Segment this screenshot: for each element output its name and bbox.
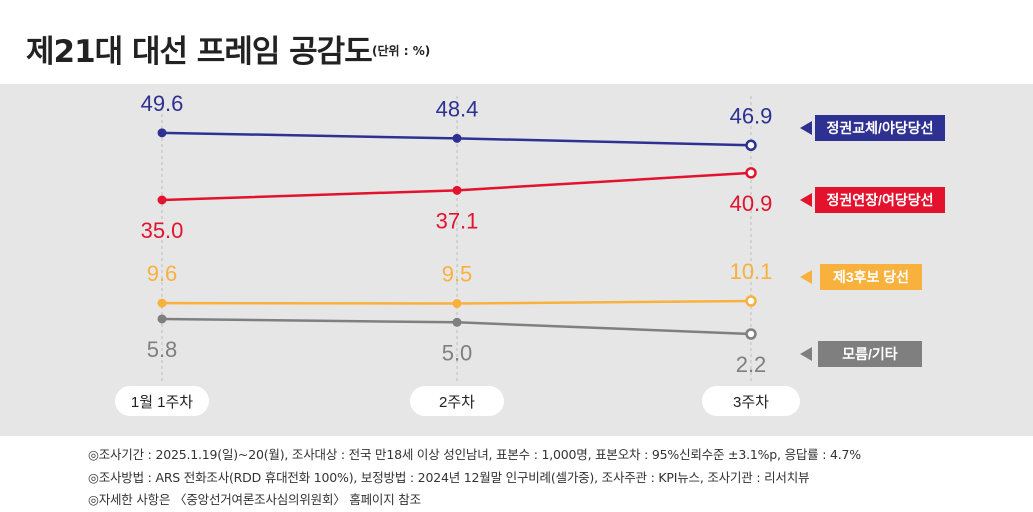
data-label-4-1: 5.8 <box>147 337 178 362</box>
data-point-3-1 <box>157 298 167 308</box>
header: 제21대 대선 프레임 공감도 (단위 : %) <box>0 0 1033 84</box>
legend-item-2: 정권연장/여당당선 <box>800 187 945 213</box>
data-point-1-3 <box>745 139 757 152</box>
x-tick-label-1: 1월 1주차 <box>131 394 193 411</box>
data-label-3-3: 10.1 <box>730 259 773 284</box>
data-label-4-3: 2.2 <box>736 352 767 377</box>
unit-label: (단위 : %) <box>372 44 431 58</box>
data-point-2-2 <box>452 185 462 195</box>
chart-title: 제21대 대선 프레임 공감도 <box>26 34 373 70</box>
footnote-reference: ◎자세한 사항은 〈중앙선거여론조사심의위원회〉 홈페이지 참조 <box>88 492 421 507</box>
legend-item-1: 정권교체/야당당선 <box>800 115 945 141</box>
data-point-2-1 <box>157 195 167 205</box>
footnote-survey-info: ◎조사기간 : 2025.1.19(일)~20(월), 조사대상 : 전국 만1… <box>88 447 861 462</box>
data-label-2-2: 37.1 <box>436 208 479 233</box>
data-label-3-2: 9.5 <box>442 262 473 287</box>
x-tick-pill-1 <box>115 386 209 416</box>
legend-pointer-4 <box>800 347 812 361</box>
x-tick-pill-3 <box>702 386 800 416</box>
plot-area <box>0 84 1033 436</box>
legend-box-4 <box>818 341 922 367</box>
legend-label-3: 제3후보 당선 <box>833 269 909 285</box>
legend-pointer-2 <box>800 193 812 207</box>
legend-box-1 <box>815 115 945 141</box>
data-point-3-3 <box>745 295 757 307</box>
data-label-2-1: 35.0 <box>141 218 184 243</box>
x-tick-pill-2 <box>410 386 504 416</box>
data-label-1-3: 46.9 <box>730 103 773 128</box>
legend-label-4: 모름/기타 <box>842 346 898 362</box>
legend-pointer-3 <box>800 270 812 284</box>
legend-box-3 <box>820 264 922 290</box>
x-tick-label-2: 2주차 <box>439 394 475 411</box>
data-point-4-1 <box>157 314 167 324</box>
data-label-4-2: 5.0 <box>442 340 473 365</box>
data-point-4-2 <box>452 317 462 327</box>
footnotes: ◎조사기간 : 2025.1.19(일)~20(월), 조사대상 : 전국 만1… <box>0 436 1033 512</box>
data-point-1-2 <box>452 133 462 143</box>
legend-item-4: 모름/기타 <box>800 341 922 367</box>
footnote-method-info: ◎조사방법 : ARS 전화조사(RDD 휴대전화 100%), 보정방법 : … <box>88 470 810 485</box>
data-label-2-3: 40.9 <box>730 191 773 216</box>
data-label-1-1: 49.6 <box>141 91 184 116</box>
data-point-3-2 <box>452 299 462 309</box>
data-label-3-1: 9.6 <box>147 261 178 286</box>
data-point-4-3 <box>745 328 757 340</box>
data-point-2-3 <box>745 167 757 179</box>
legend-label-1: 정권교체/야당당선 <box>827 120 934 136</box>
x-tick-label-3: 3주차 <box>733 394 769 411</box>
legend-pointer-1 <box>800 121 812 135</box>
legend-box-2 <box>815 187 945 213</box>
legend-item-3: 제3후보 당선 <box>800 264 922 290</box>
data-point-1-1 <box>157 128 167 138</box>
data-label-1-2: 48.4 <box>436 96 479 121</box>
legend-label-2: 정권연장/여당당선 <box>827 192 934 208</box>
